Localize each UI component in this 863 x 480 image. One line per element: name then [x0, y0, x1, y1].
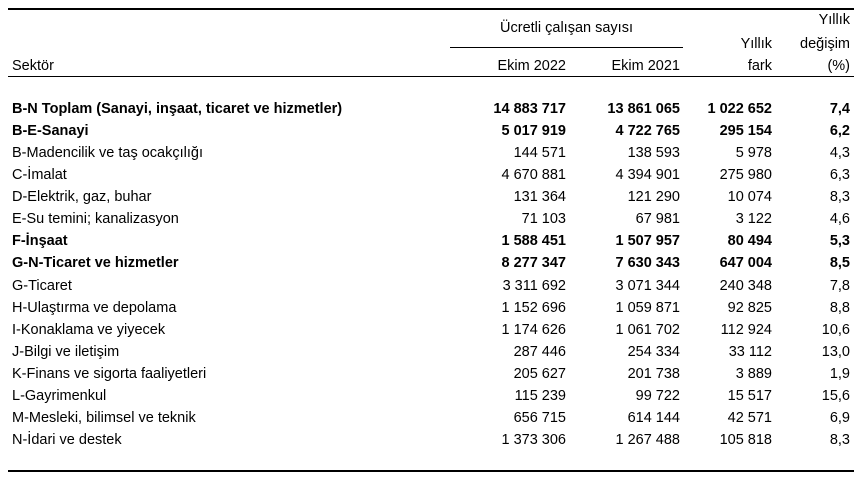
cell: 15,6 — [821, 387, 850, 404]
cell: 4 722 765 — [615, 123, 680, 140]
cell: 1 022 652 — [707, 101, 772, 117]
header-rule — [8, 76, 854, 77]
cell: 275 980 — [719, 167, 772, 184]
cell: 287 446 — [513, 343, 566, 360]
cell: 71 103 — [521, 211, 566, 228]
cell: 1 507 957 — [615, 233, 680, 250]
cell: 105 818 — [719, 432, 772, 449]
column-header: (%) — [827, 58, 850, 74]
cell: 4,6 — [829, 211, 850, 228]
cell: 8,5 — [829, 255, 850, 272]
cell: 112 924 — [720, 321, 772, 338]
cell: 647 004 — [719, 255, 772, 272]
top-rule — [8, 8, 854, 10]
cell: 3 311 692 — [502, 277, 566, 294]
cell: 5 017 919 — [501, 123, 566, 140]
cell: 6,2 — [829, 123, 850, 140]
cell: 121 290 — [627, 189, 680, 206]
row-label: G-N-Ticaret ve hizmetler — [12, 255, 179, 272]
cell: 8,8 — [829, 299, 850, 316]
column-header: Ekim 2022 — [497, 58, 566, 74]
group-header: Ücretli çalışan sayısı — [500, 20, 633, 36]
cell: 4 394 901 — [615, 167, 680, 184]
cell: 1 174 626 — [501, 321, 566, 338]
cell: 42 571 — [727, 409, 772, 426]
row-label: E-Su temini; kanalizasyon — [12, 211, 179, 228]
cell: 5,3 — [829, 233, 850, 250]
row-label: K-Finans ve sigorta faaliyetleri — [12, 365, 207, 382]
cell: 99 722 — [635, 387, 680, 404]
cell: 240 348 — [719, 277, 772, 294]
group-rule — [450, 47, 683, 48]
cell: 295 154 — [719, 123, 772, 140]
column-header: Ekim 2021 — [611, 58, 680, 74]
row-label: B-Madencilik ve taş ocakçılığı — [12, 145, 203, 162]
cell: 7 630 343 — [615, 255, 680, 272]
cell: 3 889 — [735, 365, 772, 382]
cell: 201 738 — [627, 365, 680, 382]
cell: 3 071 344 — [615, 277, 680, 294]
bottom-rule — [8, 470, 854, 472]
cell: 205 627 — [513, 365, 566, 382]
row-label: N-İdari ve destek — [12, 432, 122, 449]
cell: 1 061 702 — [615, 321, 680, 338]
cell: 115 239 — [514, 387, 566, 404]
cell: 13 861 065 — [607, 101, 680, 117]
cell: 1 373 306 — [501, 432, 566, 449]
row-label: I-Konaklama ve yiyecek — [12, 321, 166, 338]
cell: 7,8 — [829, 277, 850, 294]
row-label: G-Ticaret — [12, 277, 72, 294]
row-label: B-E-Sanayi — [12, 123, 89, 140]
cell: 656 715 — [513, 409, 566, 426]
row-label: D-Elektrik, gaz, buhar — [12, 189, 152, 206]
cell: 4,3 — [829, 145, 850, 162]
cell: 4 670 881 — [501, 167, 566, 184]
cell: 131 364 — [513, 189, 566, 206]
cell: 1 267 488 — [615, 432, 680, 449]
cell: 80 494 — [727, 233, 772, 250]
cell: 6,9 — [829, 409, 850, 426]
row-label: J-Bilgi ve iletişim — [12, 343, 120, 360]
cell: 92 825 — [727, 299, 772, 316]
cell: 8 277 347 — [501, 255, 566, 272]
cell: 10 074 — [727, 189, 772, 206]
cell: 67 981 — [635, 211, 680, 228]
cell: 1 588 451 — [501, 233, 566, 250]
cell: 15 517 — [727, 387, 772, 404]
cell: 144 571 — [513, 145, 566, 162]
row-label: F-İnşaat — [12, 233, 68, 250]
column-header: fark — [747, 58, 772, 74]
row-label: B-N Toplam (Sanayi, inşaat, ticaret ve h… — [12, 101, 343, 117]
cell: 3 122 — [735, 211, 772, 228]
sector-header: Sektör — [12, 58, 54, 74]
row-label: M-Mesleki, bilimsel ve teknik — [12, 409, 196, 426]
cell: 138 593 — [627, 145, 680, 162]
column-header: Yıllık — [818, 12, 850, 28]
cell: 14 883 717 — [493, 101, 566, 117]
cell: 8,3 — [829, 189, 850, 206]
cell: 1,9 — [829, 365, 850, 382]
cell: 5 978 — [735, 145, 772, 162]
cell: 254 334 — [627, 343, 680, 360]
cell: 614 144 — [627, 409, 680, 426]
row-label: H-Ulaştırma ve depolama — [12, 299, 177, 316]
column-header: Yıllık — [740, 36, 772, 52]
cell: 10,6 — [821, 321, 850, 338]
cell: 6,3 — [829, 167, 850, 184]
row-label: L-Gayrimenkul — [12, 387, 107, 404]
row-label: C-İmalat — [12, 167, 67, 184]
column-header: değişim — [800, 36, 850, 52]
cell: 33 112 — [728, 343, 772, 360]
cell: 7,4 — [829, 101, 850, 117]
cell: 8,3 — [829, 432, 850, 449]
cell: 1 152 696 — [501, 299, 566, 316]
cell: 13,0 — [821, 343, 850, 360]
cell: 1 059 871 — [615, 299, 680, 316]
